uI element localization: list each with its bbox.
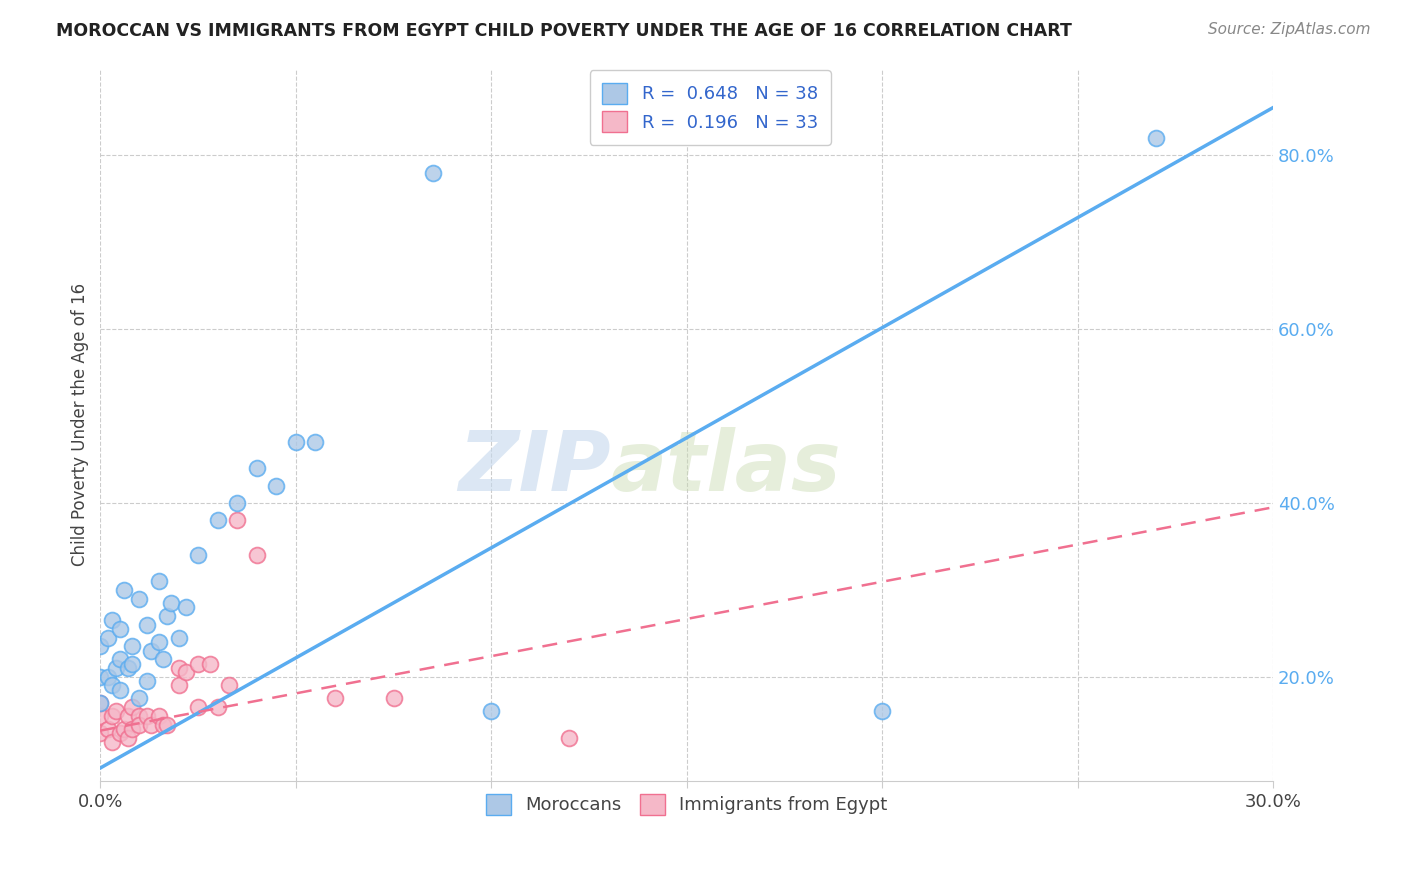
Point bbox=[176, 665, 198, 680]
Point bbox=[198, 657, 221, 671]
Point bbox=[101, 708, 124, 723]
Point bbox=[1144, 131, 1167, 145]
Point bbox=[246, 548, 269, 562]
Point bbox=[141, 717, 163, 731]
Point bbox=[128, 708, 150, 723]
Point bbox=[108, 726, 131, 740]
Point bbox=[97, 722, 120, 736]
Legend: Moroccans, Immigrants from Egypt: Moroccans, Immigrants from Egypt bbox=[475, 783, 898, 825]
Point bbox=[187, 700, 209, 714]
Point bbox=[159, 596, 181, 610]
Point bbox=[136, 674, 159, 689]
Point bbox=[284, 435, 307, 450]
Point bbox=[218, 678, 240, 692]
Point bbox=[246, 461, 269, 475]
Point bbox=[128, 691, 150, 706]
Point bbox=[207, 700, 229, 714]
Point bbox=[207, 513, 229, 527]
Point bbox=[187, 657, 209, 671]
Point bbox=[152, 717, 174, 731]
Point bbox=[89, 696, 111, 710]
Point bbox=[148, 635, 170, 649]
Point bbox=[121, 657, 143, 671]
Point bbox=[148, 708, 170, 723]
Point bbox=[323, 691, 346, 706]
Point bbox=[97, 631, 120, 645]
Point bbox=[226, 513, 249, 527]
Point bbox=[108, 652, 131, 666]
Text: atlas: atlas bbox=[610, 427, 841, 508]
Point bbox=[89, 708, 111, 723]
Point bbox=[304, 435, 326, 450]
Point bbox=[89, 696, 111, 710]
Point bbox=[117, 708, 139, 723]
Point bbox=[136, 708, 159, 723]
Point bbox=[89, 726, 111, 740]
Point bbox=[422, 166, 444, 180]
Text: MOROCCAN VS IMMIGRANTS FROM EGYPT CHILD POVERTY UNDER THE AGE OF 16 CORRELATION : MOROCCAN VS IMMIGRANTS FROM EGYPT CHILD … bbox=[56, 22, 1073, 40]
Point bbox=[101, 613, 124, 627]
Point bbox=[156, 608, 179, 623]
Point bbox=[128, 717, 150, 731]
Text: ZIP: ZIP bbox=[458, 427, 610, 508]
Point bbox=[104, 705, 127, 719]
Point bbox=[112, 722, 135, 736]
Point bbox=[112, 582, 135, 597]
Text: Source: ZipAtlas.com: Source: ZipAtlas.com bbox=[1208, 22, 1371, 37]
Point bbox=[382, 691, 405, 706]
Point bbox=[121, 700, 143, 714]
Point bbox=[128, 591, 150, 606]
Point bbox=[141, 643, 163, 657]
Point bbox=[479, 705, 502, 719]
Point bbox=[108, 622, 131, 636]
Point bbox=[117, 731, 139, 745]
Point bbox=[264, 478, 287, 492]
Point bbox=[108, 682, 131, 697]
Point bbox=[187, 548, 209, 562]
Point bbox=[101, 735, 124, 749]
Point bbox=[870, 705, 893, 719]
Point bbox=[89, 640, 111, 654]
Point bbox=[152, 652, 174, 666]
Point bbox=[136, 617, 159, 632]
Point bbox=[148, 574, 170, 589]
Point bbox=[104, 661, 127, 675]
Point bbox=[156, 717, 179, 731]
Point bbox=[101, 678, 124, 692]
Point bbox=[226, 496, 249, 510]
Point bbox=[121, 640, 143, 654]
Point bbox=[117, 661, 139, 675]
Point bbox=[167, 678, 190, 692]
Point bbox=[97, 670, 120, 684]
Point bbox=[167, 661, 190, 675]
Point bbox=[176, 600, 198, 615]
Point bbox=[121, 722, 143, 736]
Point bbox=[89, 670, 111, 684]
Y-axis label: Child Poverty Under the Age of 16: Child Poverty Under the Age of 16 bbox=[72, 283, 89, 566]
Point bbox=[558, 731, 581, 745]
Point bbox=[167, 631, 190, 645]
